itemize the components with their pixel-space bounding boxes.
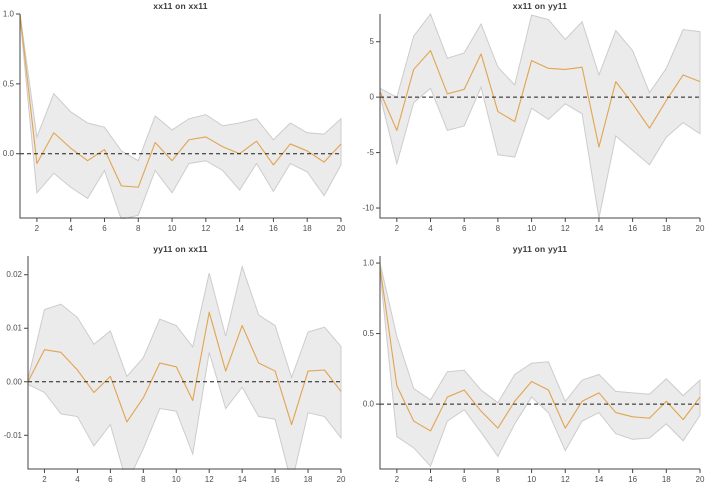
svg-text:2: 2 xyxy=(42,475,47,484)
svg-text:8: 8 xyxy=(496,224,501,233)
svg-text:2: 2 xyxy=(395,475,400,484)
panel-xx11-on-yy11: xx11 on yy11 -10 -5 0 5 2 4 6 8 10 12 14 16 18 20 xyxy=(354,0,708,243)
svg-text:0.5: 0.5 xyxy=(3,79,15,88)
svg-text:18: 18 xyxy=(303,224,312,233)
irf-chart-yy11-on-xx11: -0.01 0.00 0.01 0.02 2 4 6 8 10 12 14 16 18 20 xyxy=(4,256,346,484)
svg-text:12: 12 xyxy=(561,475,570,484)
svg-text:14: 14 xyxy=(594,475,603,484)
panel-title-xx11-on-xx11: xx11 on xx11 xyxy=(153,1,208,11)
svg-text:8: 8 xyxy=(136,224,141,233)
svg-text:0.0: 0.0 xyxy=(3,149,15,158)
svg-text:4: 4 xyxy=(428,475,433,484)
svg-text:10: 10 xyxy=(168,224,177,233)
panel-yy11-on-xx11: yy11 on xx11 -0.01 0.00 0.01 0.02 2 4 6 8 10 12 14… xyxy=(0,243,354,485)
svg-text:20: 20 xyxy=(696,475,705,484)
svg-text:-10: -10 xyxy=(362,204,374,213)
svg-text:20: 20 xyxy=(337,224,346,233)
svg-text:0.0: 0.0 xyxy=(363,400,375,409)
svg-text:4: 4 xyxy=(68,224,73,233)
svg-text:5: 5 xyxy=(370,37,375,46)
svg-text:14: 14 xyxy=(594,224,603,233)
svg-text:2: 2 xyxy=(35,224,40,233)
irf-chart-xx11-on-xx11: 0.0 0.5 1.0 2 4 6 8 10 12 14 16 18 20 xyxy=(3,10,346,234)
svg-text:4: 4 xyxy=(75,475,80,484)
panel-yy11-on-yy11: yy11 on yy11 0.0 0.5 1.0 2 4 6 8 10 12 14 16 18 20 xyxy=(354,243,708,485)
svg-text:-0.01: -0.01 xyxy=(4,431,23,440)
svg-text:8: 8 xyxy=(141,475,146,484)
irf-chart-xx11-on-yy11: -10 -5 0 5 2 4 6 8 10 12 14 16 18 20 xyxy=(362,12,705,233)
svg-text:10: 10 xyxy=(527,475,536,484)
svg-text:0: 0 xyxy=(370,93,375,102)
svg-text:0.01: 0.01 xyxy=(6,324,22,333)
svg-text:1.0: 1.0 xyxy=(363,259,375,268)
svg-text:6: 6 xyxy=(462,475,467,484)
svg-text:18: 18 xyxy=(304,475,313,484)
svg-text:2: 2 xyxy=(395,224,400,233)
svg-text:10: 10 xyxy=(172,475,181,484)
svg-text:0.5: 0.5 xyxy=(363,329,375,338)
svg-text:1.0: 1.0 xyxy=(3,10,15,19)
svg-text:4: 4 xyxy=(428,224,433,233)
svg-text:16: 16 xyxy=(269,224,278,233)
panel-title-yy11-on-xx11: yy11 on xx11 xyxy=(153,244,208,254)
svg-text:12: 12 xyxy=(561,224,570,233)
panel-title-xx11-on-yy11: xx11 on yy11 xyxy=(512,1,568,11)
svg-text:16: 16 xyxy=(628,224,637,233)
svg-text:12: 12 xyxy=(205,475,214,484)
svg-text:14: 14 xyxy=(235,224,244,233)
svg-text:16: 16 xyxy=(628,475,637,484)
svg-text:18: 18 xyxy=(662,475,671,484)
svg-text:20: 20 xyxy=(696,224,705,233)
svg-text:10: 10 xyxy=(527,224,536,233)
svg-text:18: 18 xyxy=(662,224,671,233)
panel-title-yy11-on-yy11: yy11 on yy11 xyxy=(512,244,568,254)
svg-text:0.02: 0.02 xyxy=(6,270,22,279)
svg-text:16: 16 xyxy=(271,475,280,484)
panel-xx11-on-xx11: xx11 on xx11 0.0 0.5 1.0 2 4 6 8 10 12 14 16 18 20 xyxy=(0,0,354,243)
irf-chart-yy11-on-yy11: 0.0 0.5 1.0 2 4 6 8 10 12 14 16 18 20 xyxy=(363,256,705,484)
svg-text:8: 8 xyxy=(496,475,501,484)
svg-text:14: 14 xyxy=(238,475,247,484)
svg-text:6: 6 xyxy=(462,224,467,233)
svg-text:12: 12 xyxy=(201,224,210,233)
svg-text:0.00: 0.00 xyxy=(6,377,22,386)
svg-text:6: 6 xyxy=(102,224,107,233)
svg-text:-5: -5 xyxy=(367,148,375,157)
svg-text:20: 20 xyxy=(337,475,346,484)
svg-text:6: 6 xyxy=(108,475,113,484)
